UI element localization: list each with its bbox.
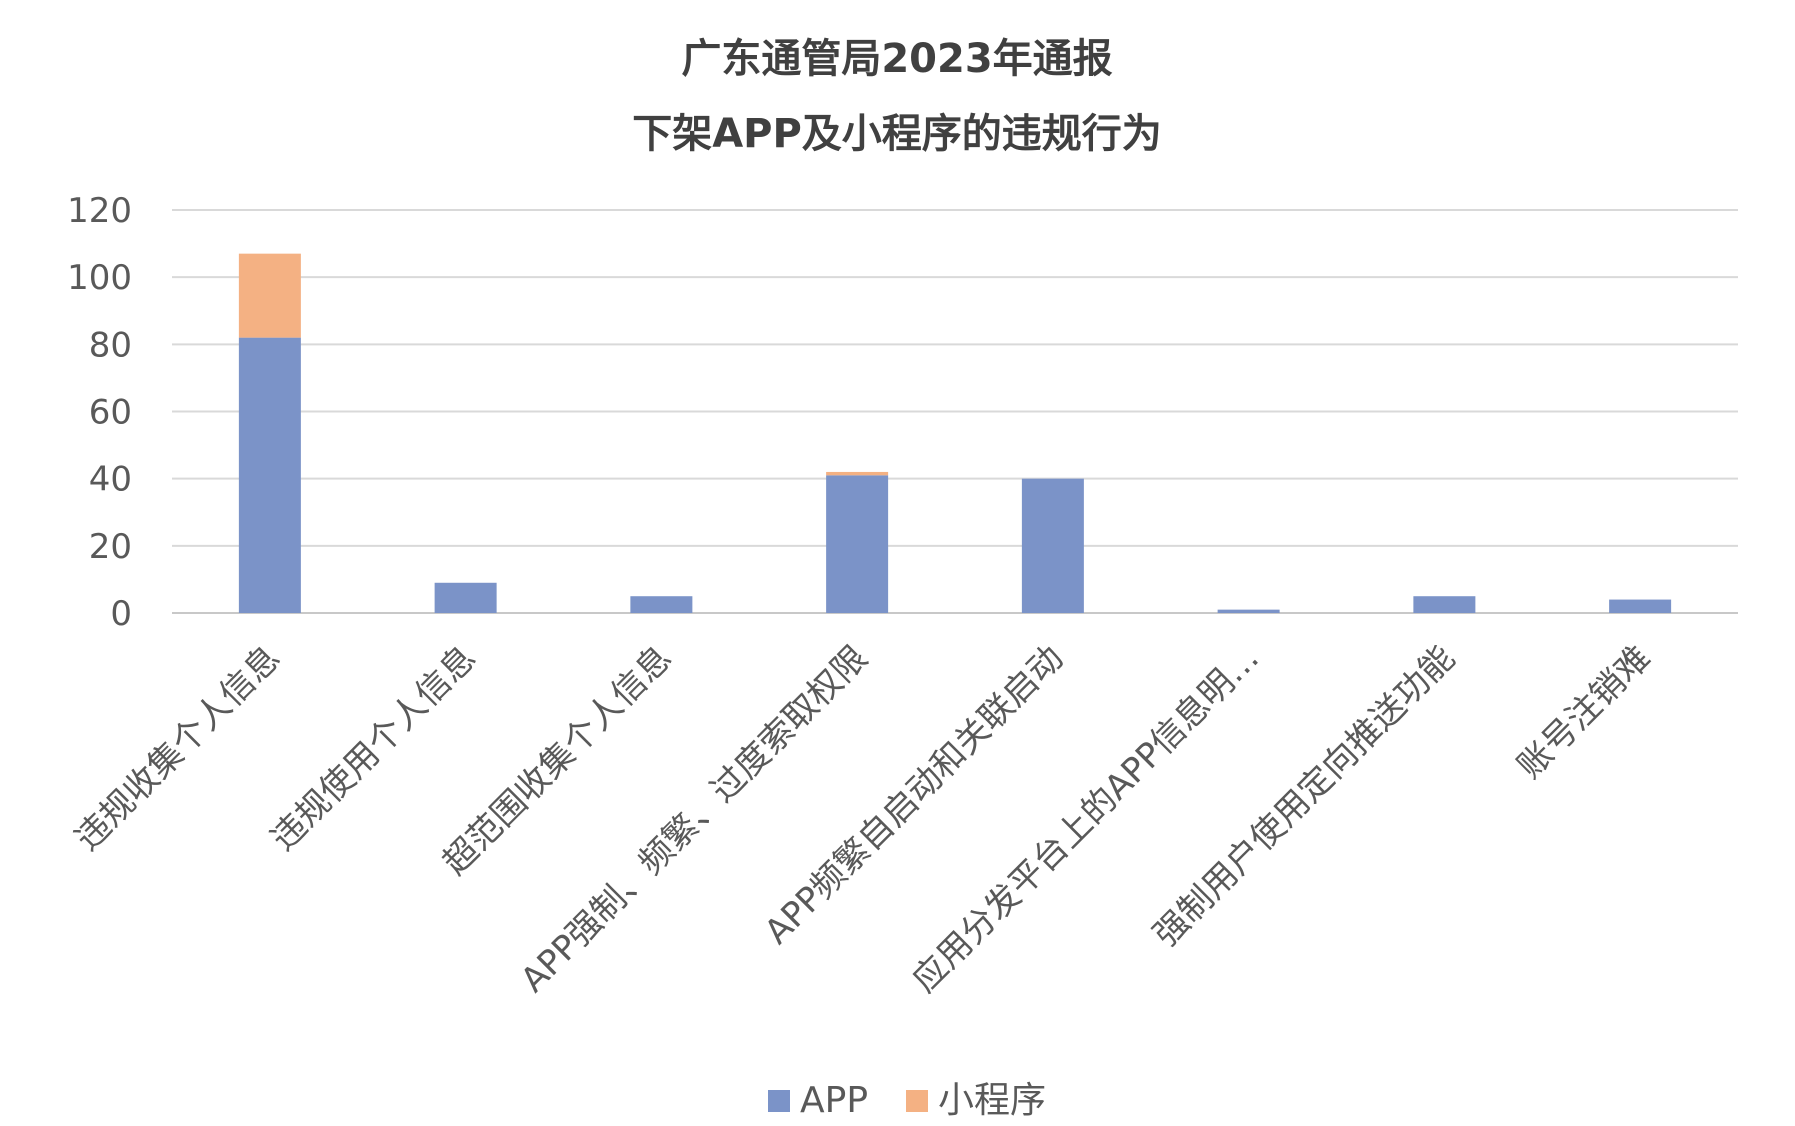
gridlines bbox=[172, 209, 1738, 614]
chart-title-line-1: 广东通管局2023年通报 bbox=[681, 36, 1112, 82]
y-axis-ticks: 0 20 40 60 80 100 120 bbox=[67, 191, 132, 634]
bar-app bbox=[238, 337, 301, 613]
bar-app bbox=[434, 582, 497, 613]
y-tick-label: 40 bbox=[89, 460, 132, 500]
bar-miniprogram bbox=[238, 253, 301, 338]
x-category-label: 账号注销难 bbox=[1510, 638, 1658, 786]
bar-app bbox=[1021, 478, 1084, 613]
x-axis-labels: 违规收集个人信息违规使用个人信息超范围收集个人信息APP强制、频繁、过度索取权限… bbox=[68, 638, 1659, 1000]
y-tick-label: 120 bbox=[67, 191, 132, 231]
y-tick-label: 80 bbox=[89, 325, 132, 365]
x-category-label: APP强制、频繁、过度索取权限 bbox=[513, 638, 875, 1000]
legend-swatch-miniprogram bbox=[906, 1090, 928, 1112]
bar-app bbox=[826, 475, 889, 613]
bar-app bbox=[630, 596, 693, 613]
legend-swatch-app bbox=[768, 1090, 790, 1112]
chart-title-line-2: 下架APP及小程序的违规行为 bbox=[632, 111, 1162, 157]
y-tick-label: 60 bbox=[89, 393, 132, 433]
y-tick-label: 0 bbox=[110, 594, 132, 634]
bar-app bbox=[1609, 599, 1672, 613]
legend-label-miniprogram: 小程序 bbox=[938, 1080, 1046, 1121]
bar-miniprogram bbox=[826, 471, 889, 476]
bar-app bbox=[1217, 609, 1280, 613]
bar-app bbox=[1413, 596, 1476, 613]
y-tick-label: 20 bbox=[89, 527, 132, 567]
bars bbox=[238, 253, 1672, 613]
legend-label-app: APP bbox=[800, 1080, 868, 1121]
legend: APP 小程序 bbox=[768, 1080, 1046, 1121]
y-tick-label: 100 bbox=[67, 258, 132, 298]
x-category-label: 违规收集个人信息 bbox=[68, 638, 289, 859]
x-category-label: 应用分发平台上的APP信息明… bbox=[905, 638, 1267, 1000]
x-category-label: 违规使用个人信息 bbox=[263, 638, 484, 859]
